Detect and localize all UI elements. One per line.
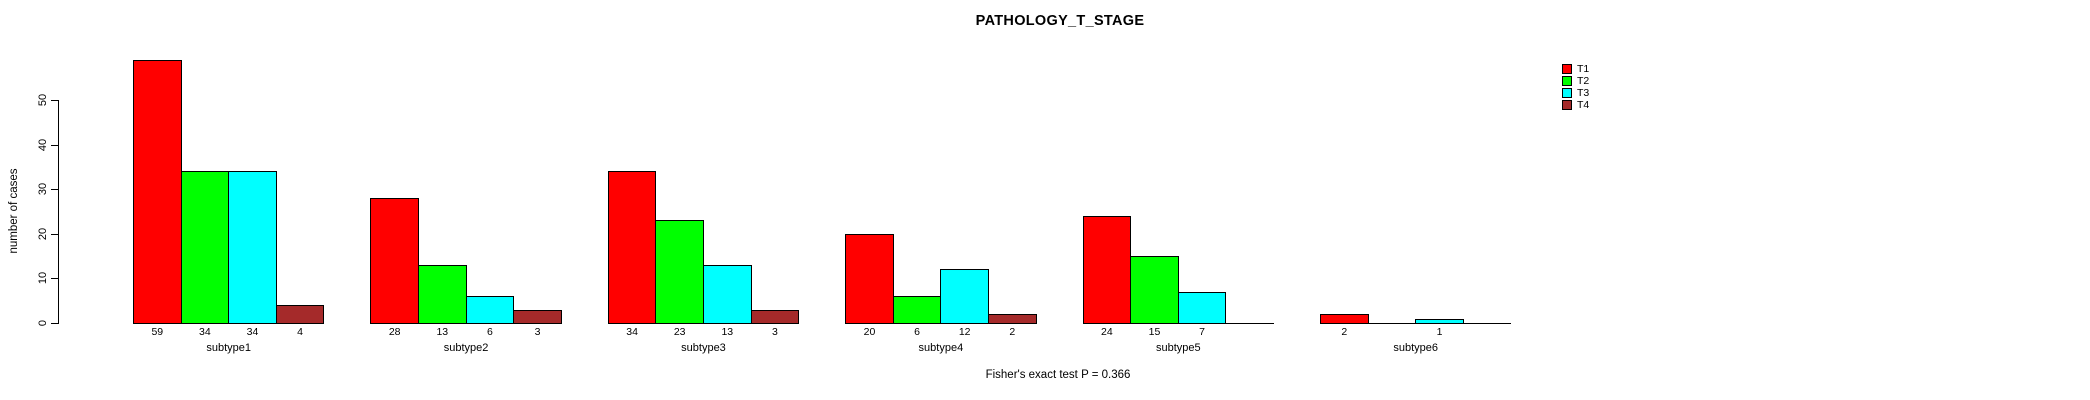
bar-value-label: 34 — [626, 326, 638, 338]
bar-value-label: 13 — [436, 326, 449, 338]
x-category-label: subtype1 — [206, 342, 252, 354]
legend-swatch — [1562, 76, 1572, 86]
legend-swatch — [1562, 100, 1572, 110]
y-tick-label: 0 — [37, 319, 49, 327]
y-tick-mark — [51, 323, 58, 324]
legend-swatch — [1562, 64, 1572, 74]
x-category-label: subtype6 — [1393, 342, 1439, 354]
x-category-label: subtype5 — [1155, 342, 1201, 354]
legend-item-label: T2 — [1577, 75, 1590, 87]
bar-subtype3-T1 — [607, 171, 657, 324]
bar-value-label: 3 — [534, 326, 541, 338]
legend: T1 T2 T3 T4 — [1562, 64, 1589, 112]
bar-subtype5-T1 — [1082, 215, 1132, 324]
bar-subtype3-T3 — [703, 265, 752, 324]
bar-subtype4-T2 — [892, 296, 942, 324]
bar-subtype2-T2 — [418, 265, 467, 324]
bar-subtype4-T4 — [988, 314, 1037, 324]
bar-subtype2-T3 — [465, 296, 515, 324]
y-tick-mark — [51, 100, 58, 101]
legend-item: T2 — [1562, 76, 1589, 86]
y-tick-mark — [51, 144, 58, 146]
bar-subtype6-T1 — [1320, 314, 1369, 324]
bar-subtype1-T1 — [133, 59, 182, 324]
bar-value-label: 59 — [151, 326, 164, 338]
bar-value-label: 3 — [771, 326, 778, 338]
legend-item: T3 — [1562, 88, 1589, 98]
bar-value-label: 28 — [388, 326, 401, 338]
bar-value-label: 4 — [297, 326, 304, 338]
y-tick-mark — [51, 189, 58, 191]
bar-value-label: 2 — [1341, 326, 1348, 338]
bar-subtype1-T4 — [275, 305, 325, 324]
bar-subtype1-T2 — [180, 171, 230, 324]
bar-subtype5-T2 — [1130, 256, 1179, 324]
bar-value-label: 7 — [1199, 326, 1206, 338]
y-tick-mark — [51, 278, 58, 280]
bar-subtype5-T3 — [1177, 291, 1227, 324]
bar-value-label: 20 — [863, 326, 876, 338]
legend-item-label: T1 — [1577, 63, 1590, 75]
x-category-label: subtype2 — [443, 342, 489, 354]
y-tick-mark — [51, 233, 58, 235]
y-axis-line — [58, 100, 59, 324]
y-tick-label: 20 — [37, 227, 49, 240]
bar-subtype2-T4 — [513, 309, 562, 324]
y-axis-label: number of cases — [8, 168, 20, 254]
legend-item: T1 — [1562, 64, 1589, 74]
y-tick-label: 40 — [37, 138, 49, 151]
bar-value-label: 12 — [958, 326, 971, 338]
bar-value-label: 34 — [246, 326, 259, 338]
y-tick-label: 30 — [37, 183, 49, 196]
fisher-test-annotation: Fisher's exact test P = 0.366 — [985, 369, 1131, 381]
x-category-label: subtype4 — [918, 342, 964, 354]
bar-value-label: 1 — [1436, 326, 1443, 338]
bar-value-label: 13 — [721, 326, 734, 338]
bar-subtype6-T3 — [1415, 318, 1464, 324]
bar-subtype1-T3 — [228, 171, 277, 324]
legend-item-label: T3 — [1577, 87, 1590, 99]
bar-value-label: 6 — [486, 326, 493, 338]
bar-subtype3-T4 — [750, 309, 800, 324]
bar-value-label: 15 — [1148, 326, 1161, 338]
bar-subtype2-T1 — [370, 198, 419, 324]
legend-swatch — [1562, 88, 1572, 98]
y-tick-label: 10 — [37, 272, 49, 285]
bar-subtype3-T2 — [655, 220, 704, 324]
bar-value-label: 6 — [914, 326, 921, 338]
bar-subtype4-T1 — [845, 233, 894, 324]
bar-subtype4-T3 — [940, 269, 989, 324]
chart-title: PATHOLOGY_T_STAGE — [975, 13, 1145, 29]
legend-item-label: T4 — [1577, 99, 1590, 111]
y-tick-label: 50 — [37, 93, 49, 107]
bar-value-label: 34 — [199, 326, 211, 338]
bar-value-label: 23 — [673, 326, 686, 338]
legend-item: T4 — [1562, 100, 1589, 110]
bar-value-label: 24 — [1101, 326, 1113, 338]
bar-value-label: 2 — [1009, 326, 1016, 338]
x-category-label: subtype3 — [681, 342, 726, 354]
